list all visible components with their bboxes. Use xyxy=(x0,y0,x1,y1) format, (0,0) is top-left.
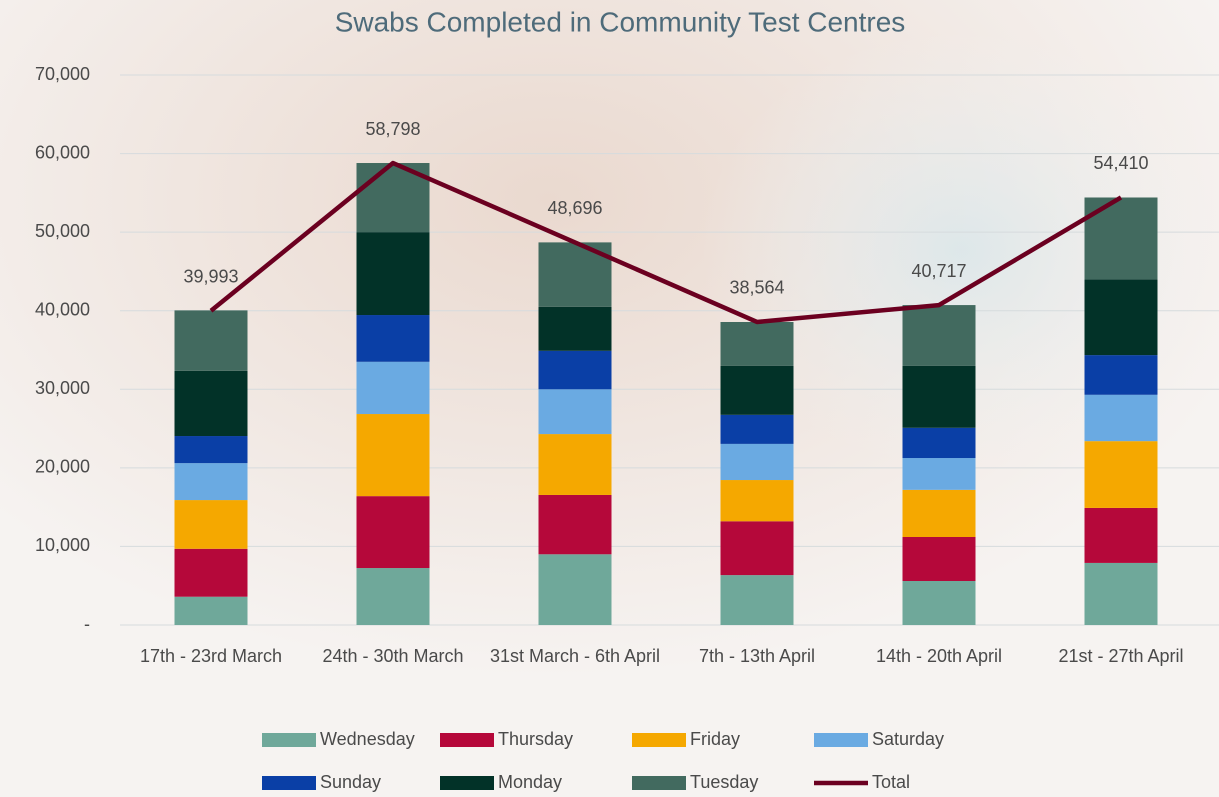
bar-segment xyxy=(720,321,794,366)
legend-swatch xyxy=(262,733,316,747)
bar-segment xyxy=(720,443,794,481)
x-tick-label: 14th - 20th April xyxy=(876,646,1002,666)
y-tick-label: 60,000 xyxy=(35,142,90,162)
bar-segment xyxy=(902,365,976,428)
data-label: 39,993 xyxy=(183,267,238,287)
x-tick-label: 24th - 30th March xyxy=(322,646,463,666)
y-tick-label: 40,000 xyxy=(35,299,90,319)
legend-swatch xyxy=(632,733,686,747)
data-label: 38,564 xyxy=(729,278,784,298)
bar-segment xyxy=(538,306,612,351)
data-label: 54,410 xyxy=(1093,153,1148,173)
bar-segment xyxy=(356,568,430,625)
legend-swatch xyxy=(440,776,494,790)
bar-segment xyxy=(1084,394,1158,442)
y-tick-label: 70,000 xyxy=(35,64,90,84)
bar-segment xyxy=(720,575,794,625)
x-tick-label: 31st March - 6th April xyxy=(490,646,660,666)
bar-segment xyxy=(174,370,248,437)
x-tick-label: 21st - 27th April xyxy=(1058,646,1183,666)
bar-segment xyxy=(1084,507,1158,563)
y-tick-label: 30,000 xyxy=(35,378,90,398)
bar-segment xyxy=(538,350,612,390)
legend-swatch xyxy=(262,776,316,790)
legend-label: Sunday xyxy=(320,772,381,792)
legend-swatch xyxy=(814,733,868,747)
bar-segment xyxy=(720,365,794,415)
bar-segment xyxy=(356,361,430,415)
bar-segment xyxy=(356,315,430,362)
bar-segment xyxy=(538,554,612,625)
legend-label: Tuesday xyxy=(690,772,758,792)
bar-segment xyxy=(174,548,248,597)
bar-segment xyxy=(902,581,976,625)
bar-segment xyxy=(720,480,794,522)
chart-title: Swabs Completed in Community Test Centre… xyxy=(335,6,906,37)
total-line xyxy=(209,160,1123,325)
x-tick-label: 7th - 13th April xyxy=(699,646,815,666)
data-label: 58,798 xyxy=(365,119,420,139)
legend-label: Friday xyxy=(690,729,740,749)
bar-segment xyxy=(538,494,612,555)
bar-segment xyxy=(902,427,976,459)
data-label: 40,717 xyxy=(911,261,966,281)
bar-segment xyxy=(720,521,794,576)
bar-segment xyxy=(356,414,430,497)
bar-segment xyxy=(174,310,248,371)
bar-segment xyxy=(174,596,248,625)
bar-segment xyxy=(174,500,248,549)
bar-segment xyxy=(1084,441,1158,508)
legend-label: Saturday xyxy=(872,729,944,749)
y-tick-label: 50,000 xyxy=(35,221,90,241)
legend-swatch xyxy=(632,776,686,790)
legend-label: Wednesday xyxy=(320,729,415,749)
bar-segment xyxy=(1084,355,1158,395)
y-tick-label: 10,000 xyxy=(35,535,90,555)
bar-segment xyxy=(1084,197,1158,280)
bar-segment xyxy=(174,436,248,464)
bar-segment xyxy=(1084,562,1158,625)
bar-segment xyxy=(356,496,430,569)
bar-segment xyxy=(902,489,976,537)
y-tick-label: - xyxy=(84,614,90,634)
bar-segment xyxy=(356,232,430,316)
bar-segment xyxy=(902,305,976,366)
bar-segment xyxy=(538,434,612,495)
bar-segment xyxy=(902,537,976,581)
data-label: 48,696 xyxy=(547,198,602,218)
y-tick-label: 20,000 xyxy=(35,457,90,477)
bar-segment xyxy=(720,414,794,444)
bar-segment xyxy=(538,389,612,435)
bar-segment xyxy=(902,458,976,490)
legend-label: Monday xyxy=(498,772,562,792)
bar-segment xyxy=(1084,279,1158,356)
legend-swatch xyxy=(440,733,494,747)
legend-label: Thursday xyxy=(498,729,573,749)
bar-segment xyxy=(174,463,248,501)
x-tick-label: 17th - 23rd March xyxy=(140,646,282,666)
legend-label: Total xyxy=(872,772,910,792)
